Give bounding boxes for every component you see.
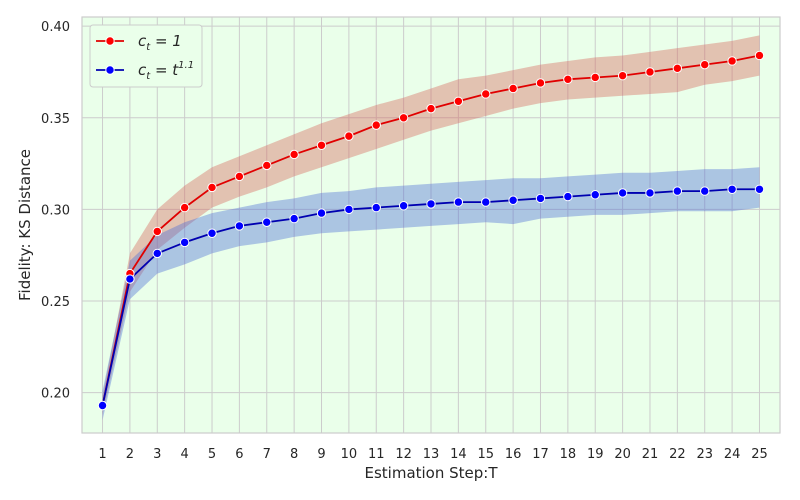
data-point-series-2 <box>563 191 573 202</box>
data-point-series-1 <box>508 83 518 94</box>
y-axis-label: Fidelity: KS Distance <box>16 149 34 301</box>
y-tick-label: 0.40 <box>41 20 70 35</box>
data-point-series-2 <box>289 213 299 224</box>
confidence-band-series-2 <box>102 167 760 421</box>
x-tick-label: 10 <box>341 447 358 462</box>
x-tick-label: 2 <box>126 447 134 462</box>
data-point-series-2 <box>453 197 464 207</box>
x-tick-label: 25 <box>751 447 768 462</box>
data-point-series-1 <box>645 67 655 77</box>
data-point-series-1 <box>453 96 464 106</box>
data-point-series-1 <box>207 182 217 193</box>
x-tick-label: 21 <box>642 447 659 462</box>
data-point-series-2 <box>672 186 683 196</box>
x-tick-label: 22 <box>669 447 686 462</box>
data-point-series-2 <box>234 221 245 231</box>
data-point-series-2 <box>344 204 354 215</box>
y-tick-labels: 0.20 0.25 0.30 0.35 0.40 <box>41 20 70 402</box>
y-tick-label: 0.25 <box>41 295 70 310</box>
data-point-series-1 <box>344 131 354 141</box>
x-tick-label: 7 <box>263 447 271 462</box>
x-tick-label: 6 <box>235 447 243 462</box>
series-markers <box>97 50 765 411</box>
data-point-series-1 <box>563 74 573 85</box>
x-tick-label: 5 <box>208 447 216 462</box>
data-point-series-2 <box>262 217 272 227</box>
x-tick-label: 23 <box>696 447 713 462</box>
x-tick-label: 17 <box>532 447 549 462</box>
data-point-series-1 <box>481 89 491 99</box>
x-tick-label: 3 <box>153 447 161 462</box>
data-point-series-1 <box>398 113 409 123</box>
x-tick-label: 15 <box>477 447 494 462</box>
x-tick-label: 24 <box>724 447 741 462</box>
data-point-series-1 <box>371 120 381 130</box>
legend-label-2: ct = t1.1 <box>138 60 194 82</box>
data-point-series-2 <box>590 190 600 200</box>
data-point-series-2 <box>700 186 710 196</box>
x-tick-label: 12 <box>395 447 412 462</box>
y-tick-label: 0.35 <box>41 112 70 127</box>
x-tick-label: 8 <box>290 447 298 462</box>
x-tick-label: 19 <box>587 447 604 462</box>
data-point-series-1 <box>262 160 272 171</box>
data-point-series-1 <box>672 63 683 74</box>
x-tick-label: 1 <box>98 447 106 462</box>
x-tick-label: 18 <box>560 447 577 462</box>
data-point-series-1 <box>754 50 765 61</box>
plot-frame <box>81 16 781 434</box>
data-point-series-2 <box>316 208 327 218</box>
data-point-series-1 <box>316 140 327 150</box>
data-point-series-2 <box>179 237 190 248</box>
data-point-series-2 <box>754 184 765 194</box>
data-point-series-1 <box>535 78 546 88</box>
data-point-series-2 <box>398 201 409 211</box>
data-point-series-1 <box>289 149 299 160</box>
x-tick-label: 9 <box>317 447 325 462</box>
data-point-series-2 <box>426 199 436 209</box>
x-tick-label: 14 <box>450 447 467 462</box>
legend-marker-2 <box>105 65 115 75</box>
data-point-series-2 <box>508 195 518 205</box>
data-point-series-2 <box>645 188 655 198</box>
x-tick-label: 4 <box>181 447 189 462</box>
legend-marker-1 <box>105 36 115 46</box>
legend: ct = 1 ct = t1.1 <box>89 24 203 88</box>
data-point-series-1 <box>617 70 628 81</box>
data-point-series-1 <box>152 226 162 237</box>
x-tick-label: 11 <box>368 447 385 462</box>
data-point-series-1 <box>234 171 245 182</box>
x-tick-labels: 1 2 3 4 5 6 7 8 9 10 11 12 13 14 15 16 17 18 19 20 21 22 23 24 2… <box>98 447 767 462</box>
data-point-series-1 <box>727 56 737 66</box>
y-tick-label: 0.20 <box>41 387 70 402</box>
data-point-series-2 <box>535 193 546 204</box>
x-tick-label: 13 <box>423 447 440 462</box>
data-point-series-2 <box>207 228 217 238</box>
x-tick-label: 20 <box>614 447 631 462</box>
data-point-series-1 <box>590 72 600 83</box>
data-point-series-2 <box>97 400 108 411</box>
legend-label-1: ct = 1 <box>138 32 182 53</box>
data-point-series-2 <box>727 184 737 194</box>
x-axis-label: Estimation Step:T <box>364 464 498 482</box>
y-tick-label: 0.30 <box>41 203 70 218</box>
data-point-series-2 <box>125 274 135 284</box>
data-point-series-2 <box>617 188 628 198</box>
data-point-series-2 <box>371 202 381 213</box>
x-tick-label: 16 <box>505 447 522 462</box>
data-point-series-2 <box>481 197 491 207</box>
data-point-series-1 <box>426 103 436 114</box>
data-point-series-1 <box>179 202 190 213</box>
data-point-series-2 <box>152 248 162 259</box>
data-point-series-1 <box>700 59 710 70</box>
